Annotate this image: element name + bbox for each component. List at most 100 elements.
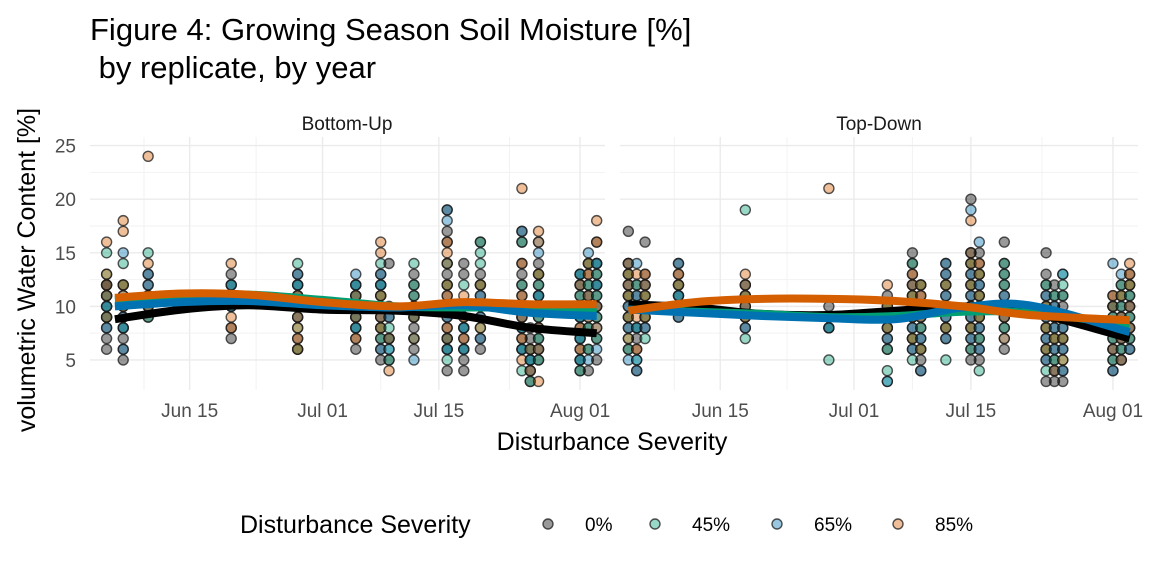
data-point: [739, 268, 752, 280]
data-point: [524, 375, 536, 388]
data-point: [631, 279, 643, 291]
panel-top-down: [620, 137, 1138, 390]
data-point: [458, 332, 470, 345]
data-point: [291, 332, 304, 345]
data-point: [1115, 279, 1127, 291]
data-point: [965, 354, 977, 366]
data-point: [441, 247, 453, 259]
data-point: [823, 322, 835, 334]
data-point: [915, 343, 927, 355]
data-point: [532, 375, 545, 388]
data-point: [117, 225, 129, 238]
data-point: [915, 322, 927, 334]
y-axis-tick-labels: 5 10 15 20 25: [55, 137, 76, 372]
legend-label-85: 85%: [935, 515, 973, 536]
data-point: [100, 311, 113, 323]
y-tick-label: 20: [55, 190, 76, 211]
data-point: [225, 332, 237, 345]
data-point: [291, 268, 304, 280]
data-point: [441, 204, 453, 216]
data-point: [225, 268, 237, 280]
data-point: [1057, 343, 1069, 355]
data-point: [524, 365, 536, 377]
data-point: [1123, 268, 1136, 280]
data-point: [590, 289, 603, 302]
data-point: [881, 279, 894, 291]
data-point: [441, 365, 453, 377]
smooth-line-top-down-85: [627, 294, 1130, 325]
data-point: [516, 289, 528, 302]
data-point: [906, 247, 919, 259]
data-point: [973, 343, 985, 355]
data-point: [672, 279, 685, 291]
data-point: [1057, 332, 1069, 345]
data-point: [375, 343, 387, 355]
data-point: [906, 332, 919, 345]
data-point: [998, 343, 1011, 355]
data-point: [639, 268, 651, 280]
data-point: [940, 289, 952, 302]
data-point: [973, 236, 985, 248]
data-point: [375, 332, 387, 345]
data-point: [1048, 365, 1061, 377]
data-point: [225, 257, 237, 270]
data-point: [631, 268, 643, 280]
data-point: [225, 322, 237, 334]
smooth-line-top-down-65: [628, 299, 1131, 336]
data-point: [350, 279, 362, 291]
legend-key-85: [892, 518, 904, 530]
data-point: [973, 247, 985, 259]
data-point: [142, 150, 154, 162]
data-point: [474, 332, 487, 345]
data-point: [441, 268, 453, 280]
data-point: [441, 354, 453, 366]
data-point: [1048, 332, 1061, 345]
data-point: [1040, 279, 1052, 291]
x-tick-label: Jul 15: [946, 401, 997, 422]
data-point: [375, 279, 387, 291]
data-point: [631, 332, 643, 345]
data-point: [225, 311, 237, 323]
data-point: [408, 279, 420, 291]
data-point: [516, 182, 528, 195]
data-point: [458, 343, 470, 355]
data-point: [516, 343, 528, 355]
data-point: [375, 289, 387, 302]
data-point: [516, 279, 528, 291]
data-point: [998, 289, 1011, 302]
data-point: [474, 322, 487, 334]
data-point: [516, 354, 528, 366]
data-point: [408, 354, 420, 366]
data-point: [524, 332, 536, 345]
data-point: [881, 322, 894, 334]
data-point: [973, 257, 985, 270]
data-point: [881, 365, 894, 377]
data-point: [574, 279, 586, 291]
data-point: [1040, 375, 1052, 388]
y-tick-label: 15: [55, 244, 76, 265]
data-point: [375, 322, 387, 334]
smooth-line-bottom-up-85: [114, 289, 597, 311]
data-point: [998, 257, 1011, 270]
data-point: [906, 268, 919, 280]
data-point: [672, 289, 685, 302]
data-point: [1107, 354, 1119, 366]
data-point: [1040, 322, 1052, 334]
data-point: [1048, 279, 1061, 291]
data-point: [622, 279, 635, 291]
data-point: [973, 332, 985, 345]
data-point: [441, 322, 453, 334]
data-point: [1040, 343, 1052, 355]
y-axis-title: volumetric Water Content [%]: [13, 108, 41, 432]
data-point: [458, 322, 470, 334]
data-point: [973, 268, 985, 280]
legend: Disturbance Severity 0% 45% 65% 85%: [240, 511, 973, 539]
data-point: [408, 268, 420, 280]
data-point: [516, 365, 528, 377]
data-point: [1048, 322, 1061, 334]
data-point: [631, 257, 643, 270]
data-point: [582, 257, 595, 270]
data-point: [622, 354, 635, 366]
data-point: [1040, 332, 1052, 345]
data-point: [590, 354, 603, 366]
